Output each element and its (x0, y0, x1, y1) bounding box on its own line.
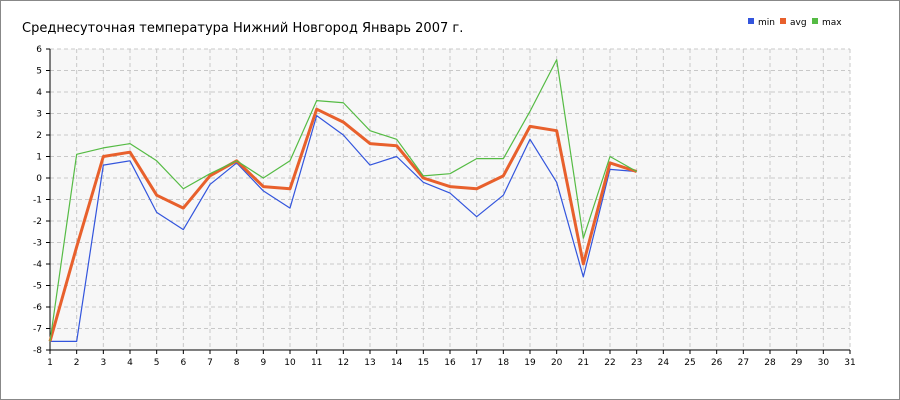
y-tick-label: -3 (33, 239, 42, 249)
series-line (50, 115, 637, 342)
x-tick-label: 5 (154, 358, 160, 368)
x-tick-label: 9 (260, 358, 266, 368)
x-tick-label: 29 (791, 358, 803, 368)
x-tick-label: 14 (391, 358, 403, 368)
x-tick-label: 12 (338, 358, 349, 368)
x-tick-label: 23 (631, 358, 642, 368)
x-tick-label: 28 (764, 358, 776, 368)
y-tick-label: 1 (36, 153, 42, 163)
x-tick-label: 22 (604, 358, 615, 368)
x-tick-label: 31 (844, 358, 855, 368)
y-tick-label: 4 (36, 88, 42, 98)
series-line (49, 59, 637, 342)
x-tick-label: 2 (74, 358, 80, 368)
y-tick-label: -1 (33, 196, 42, 206)
y-tick-label: 5 (36, 67, 42, 77)
x-tick-label: 15 (418, 358, 429, 368)
x-tick-label: 20 (551, 358, 563, 368)
y-tick-label: 0 (36, 174, 42, 184)
x-tick-label: 16 (444, 358, 456, 368)
x-tick-label: 10 (284, 358, 296, 368)
x-tick-label: 8 (234, 358, 240, 368)
x-tick-label: 25 (684, 358, 695, 368)
y-tick-label: 3 (36, 110, 42, 120)
x-tick-label: 18 (498, 358, 510, 368)
legend-label: avg (790, 18, 807, 28)
x-tick-label: 13 (364, 358, 375, 368)
x-tick-label: 27 (738, 358, 749, 368)
y-tick-label: -2 (33, 217, 42, 227)
legend-swatch (812, 18, 818, 24)
chart-title: Среднесуточная температура Нижний Новгор… (22, 21, 463, 36)
x-tick-label: 3 (100, 358, 106, 368)
y-tick-label: -8 (33, 346, 42, 356)
x-tick-label: 7 (207, 358, 213, 368)
y-tick-label: 2 (36, 131, 42, 141)
x-tick-label: 26 (711, 358, 723, 368)
legend-swatch (748, 18, 754, 24)
x-tick-label: 19 (524, 358, 536, 368)
y-tick-label: -4 (33, 260, 42, 270)
x-tick-label: 6 (180, 358, 186, 368)
series-line (48, 107, 638, 342)
y-tick-label: -7 (33, 325, 42, 335)
x-tick-label: 11 (311, 358, 322, 368)
legend-label: max (822, 18, 842, 28)
x-tick-label: 4 (127, 358, 133, 368)
x-tick-label: 30 (818, 358, 830, 368)
x-tick-label: 17 (471, 358, 482, 368)
x-tick-label: 24 (658, 358, 670, 368)
legend-swatch (780, 18, 786, 24)
x-tick-label: 1 (47, 358, 53, 368)
y-tick-label: 6 (36, 45, 42, 55)
y-tick-label: -6 (33, 303, 42, 313)
legend-label: min (758, 18, 775, 28)
x-tick-label: 21 (578, 358, 589, 368)
y-tick-label: -5 (33, 282, 42, 292)
